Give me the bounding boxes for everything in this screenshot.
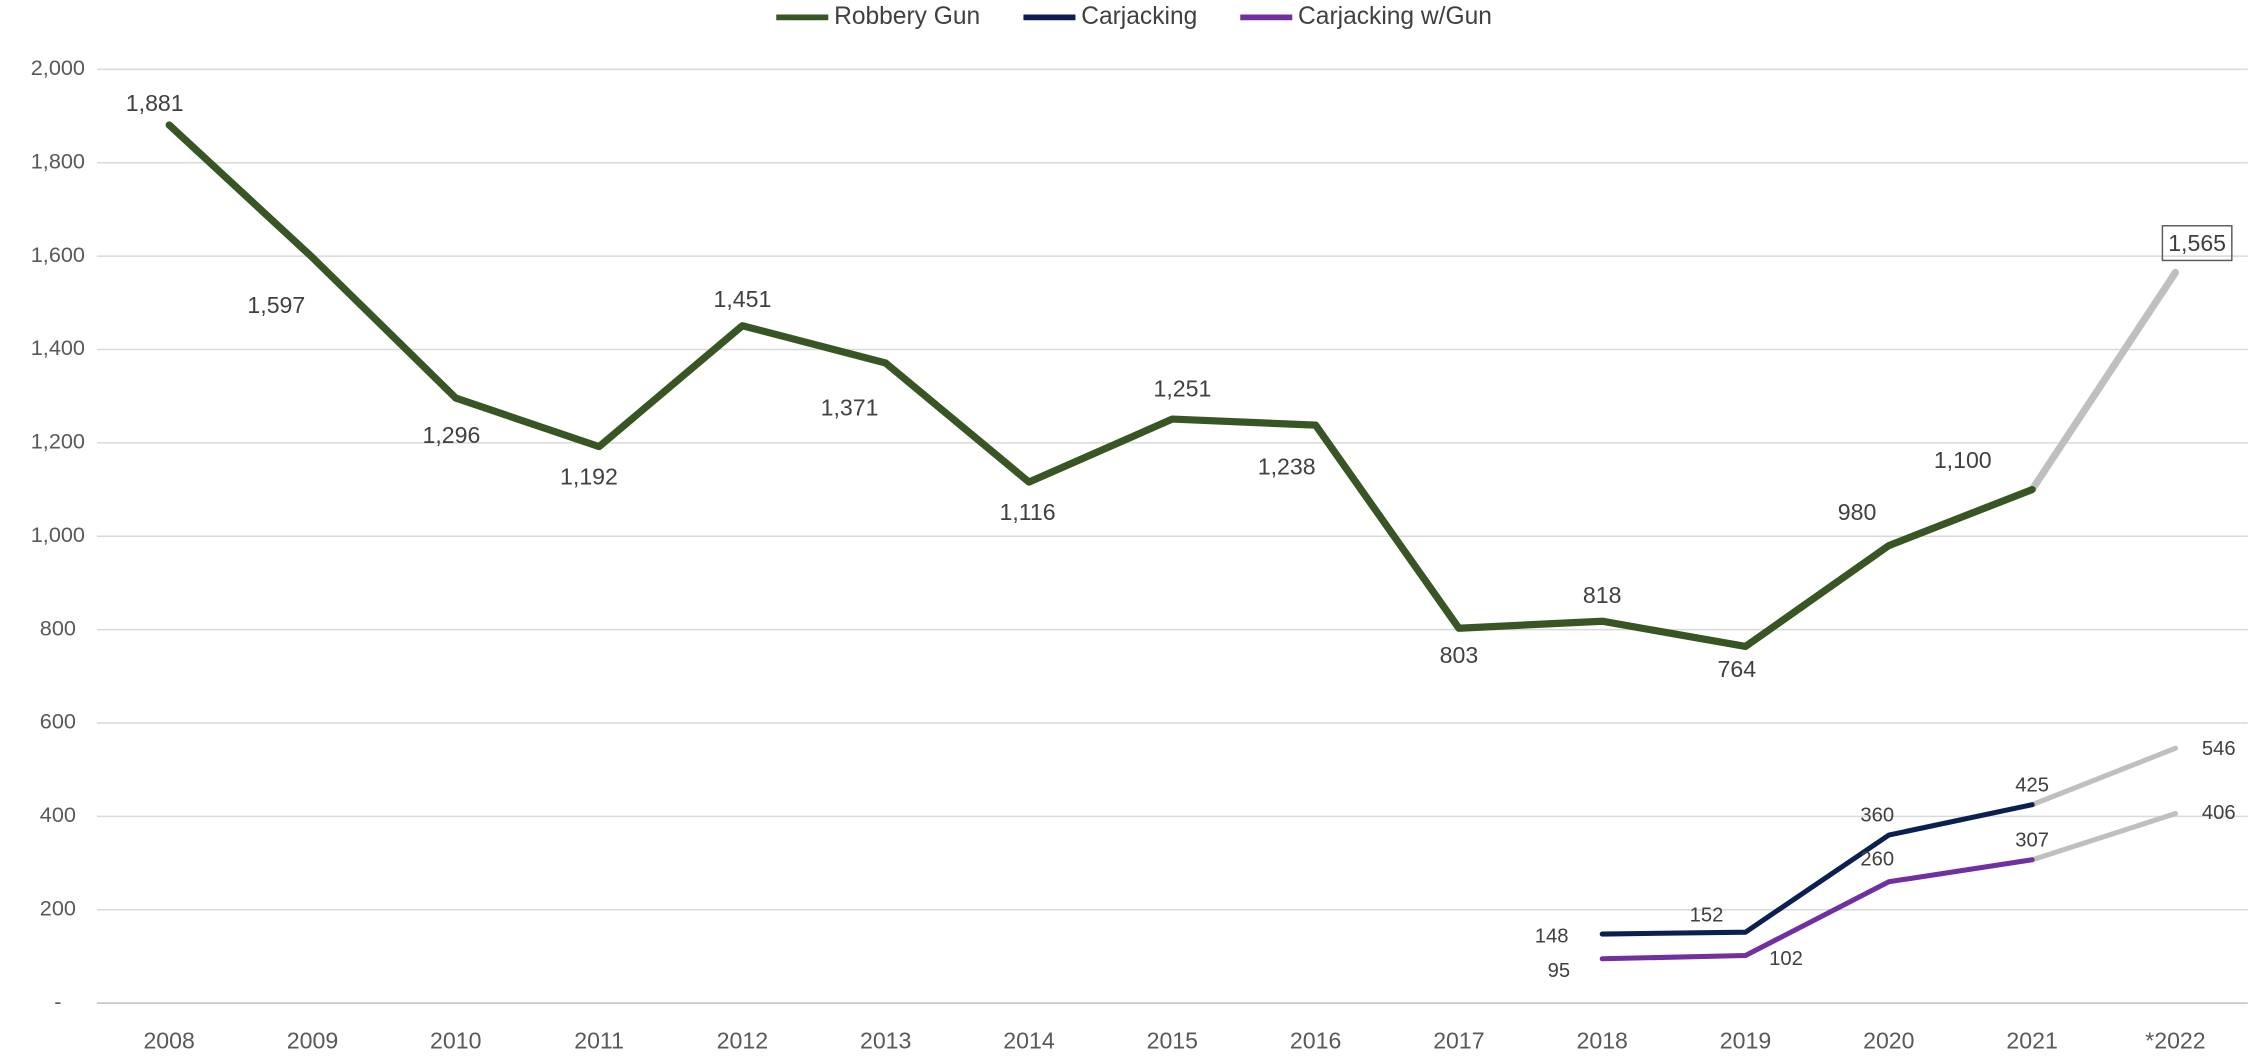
x-tick-label: 2021 [2006,1027,2057,1053]
y-tick-label: - [54,989,61,1014]
data-label: 803 [1440,642,1479,668]
series-line [165,121,2036,651]
data-label: 406 [2202,802,2236,824]
y-tick-label: 1,600 [31,242,85,267]
x-tick-label: 2017 [1433,1027,1484,1053]
data-label: 425 [2015,774,2049,796]
data-label: 1,597 [247,292,305,318]
data-label: 1,251 [1154,375,1212,401]
projection-line [2029,745,2178,808]
x-tick-label: 2010 [430,1027,481,1053]
y-tick-label: 1,000 [31,522,85,547]
x-tick-label: 2008 [143,1027,194,1053]
projection-line [2028,268,2180,494]
series-line [1599,857,2035,962]
x-tick-label: 2014 [1003,1027,1055,1053]
projection-line [2029,811,2178,863]
x-tick-label: 2018 [1577,1027,1628,1053]
x-tick-label: 2009 [287,1027,338,1053]
data-label: 818 [1583,582,1622,608]
x-tick-label: 2019 [1720,1027,1771,1053]
data-label: 546 [2202,738,2236,760]
x-tick-label: 2012 [717,1027,768,1053]
data-label: 102 [1769,948,1803,970]
legend-label: Carjacking [1081,3,1197,30]
data-label: 1,565 [2168,230,2226,256]
x-tick-label: 2015 [1147,1027,1198,1053]
data-label: 260 [1860,848,1894,870]
data-label: 1,296 [423,422,481,448]
legend-label: Carjacking w/Gun [1298,3,1492,30]
x-tick-label: 2013 [860,1027,911,1053]
data-label: 764 [1718,656,1757,682]
data-label: 1,116 [999,499,1055,525]
data-label: 148 [1535,925,1569,947]
x-tick-label: 2011 [574,1027,624,1053]
data-label: 1,371 [821,394,879,420]
data-label: 307 [2015,829,2049,851]
y-tick-label: 1,800 [31,148,85,173]
legend-label: Robbery Gun [834,3,980,30]
x-tick-label: 2016 [1290,1027,1341,1053]
data-label: 1,451 [713,286,771,312]
y-tick-label: 400 [40,802,76,827]
data-label: 1,238 [1258,454,1316,480]
y-tick-label: 800 [40,615,76,640]
label-box [2161,225,2233,262]
data-label: 95 [1548,960,1571,982]
data-label: 152 [1690,905,1724,927]
data-label: 1,100 [1934,447,1992,473]
y-tick-label: 1,400 [31,335,85,360]
y-tick-label: 1,200 [31,429,85,454]
series-line [1599,802,2035,937]
data-label: 360 [1860,805,1894,827]
x-tick-label: 2020 [1863,1027,1914,1053]
data-label: 980 [1838,499,1877,525]
data-label: 1,192 [560,464,618,490]
x-tick-label: *2022 [2145,1027,2205,1053]
data-label: 1,881 [126,90,184,116]
y-tick-label: 200 [40,895,76,920]
y-tick-label: 2,000 [31,55,85,80]
y-tick-label: 600 [40,709,76,734]
